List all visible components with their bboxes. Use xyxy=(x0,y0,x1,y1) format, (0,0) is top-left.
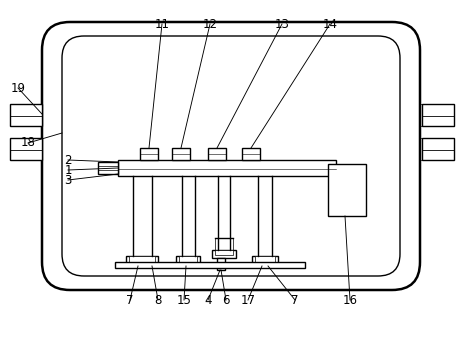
Bar xyxy=(10,104,42,126)
Bar xyxy=(422,138,454,160)
Text: 7: 7 xyxy=(291,293,299,307)
Bar xyxy=(118,160,336,176)
Bar xyxy=(140,148,158,160)
Text: 12: 12 xyxy=(202,18,218,30)
Bar xyxy=(179,256,197,262)
Text: 16: 16 xyxy=(343,293,358,307)
Text: 2: 2 xyxy=(64,153,72,167)
Text: 6: 6 xyxy=(222,293,230,307)
Text: 3: 3 xyxy=(64,173,72,187)
Bar xyxy=(217,258,225,270)
Text: 13: 13 xyxy=(274,18,289,30)
Text: 4: 4 xyxy=(204,293,212,307)
Bar xyxy=(255,256,275,262)
FancyBboxPatch shape xyxy=(62,36,400,276)
Text: 14: 14 xyxy=(323,18,338,30)
Bar xyxy=(129,256,155,262)
Bar xyxy=(176,256,200,266)
Bar xyxy=(252,256,278,266)
Text: 18: 18 xyxy=(20,137,35,149)
Text: 17: 17 xyxy=(240,293,255,307)
Bar xyxy=(126,256,158,266)
Text: 11: 11 xyxy=(154,18,170,30)
Text: 7: 7 xyxy=(126,293,134,307)
Bar xyxy=(115,262,305,268)
Bar xyxy=(212,250,236,258)
FancyBboxPatch shape xyxy=(42,22,420,290)
Bar xyxy=(422,104,454,126)
Bar xyxy=(242,148,260,160)
Bar xyxy=(10,138,42,160)
Bar xyxy=(215,250,233,255)
Bar xyxy=(172,148,190,160)
Text: 19: 19 xyxy=(11,81,26,95)
Text: 8: 8 xyxy=(154,293,162,307)
Bar xyxy=(98,162,118,174)
Bar xyxy=(328,164,366,216)
Text: 15: 15 xyxy=(177,293,192,307)
Text: 1: 1 xyxy=(64,164,72,176)
Bar xyxy=(208,148,226,160)
